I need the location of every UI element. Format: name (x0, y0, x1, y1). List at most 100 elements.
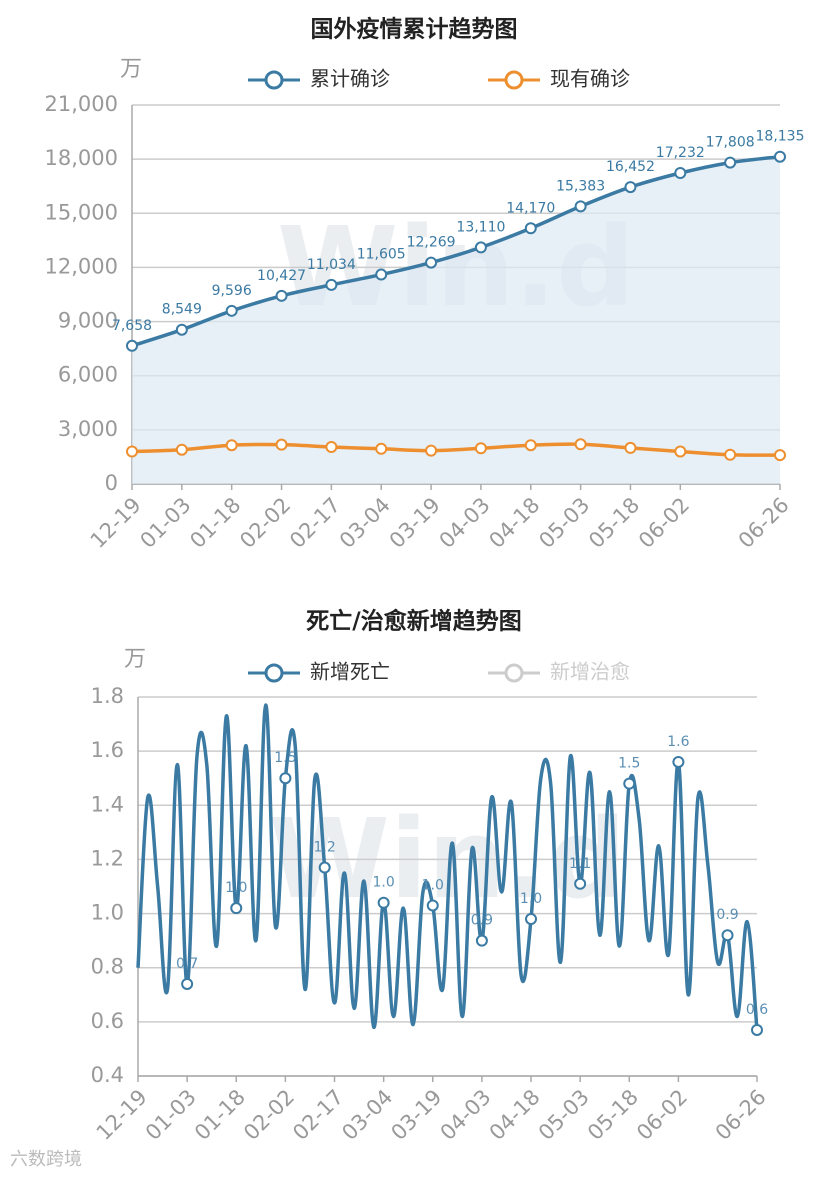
y-tick-label: 0.8 (91, 955, 124, 979)
point (475, 934, 488, 947)
data-label: 0.9 (716, 907, 738, 923)
y-tick-label: 1.4 (91, 792, 124, 816)
footer-watermark: 六数跨境 (10, 1149, 82, 1170)
point (574, 200, 587, 213)
data-label: 14,170 (506, 200, 555, 216)
y-tick-label: 0.4 (91, 1063, 124, 1087)
point (225, 439, 238, 452)
point (318, 861, 331, 874)
legend-label: 新增治愈 (550, 660, 630, 684)
data-label: 11,034 (307, 257, 356, 273)
point (774, 449, 786, 462)
data-label: 10,427 (257, 268, 306, 284)
y-tick-label: 1.6 (91, 738, 124, 762)
point (126, 445, 138, 458)
legend-marker (504, 663, 524, 683)
point (524, 439, 537, 452)
legend-marker (504, 70, 524, 90)
point (425, 256, 438, 269)
data-label: 16,452 (606, 159, 655, 175)
y-tick-label: 18,000 (45, 146, 118, 170)
data-label: 7,658 (112, 318, 152, 334)
y-tick-label: 6,000 (58, 363, 118, 387)
point (672, 755, 685, 768)
y-tick-label: 1.2 (91, 846, 124, 870)
line (136, 703, 759, 1031)
point (474, 241, 487, 254)
y-tick-label: 15,000 (45, 200, 118, 224)
data-label: 1.5 (274, 750, 296, 766)
point (375, 268, 388, 281)
point (624, 181, 637, 194)
data-label: 9,596 (212, 283, 252, 299)
point (724, 156, 737, 169)
y-tick-label: 9,000 (58, 309, 118, 333)
y-tick-label: 1.8 (91, 684, 124, 708)
data-label: 1.0 (422, 877, 444, 893)
data-label: 1.1 (569, 856, 591, 872)
point (574, 438, 587, 451)
y-tick-label: 12,000 (45, 254, 118, 278)
point (624, 441, 637, 454)
data-label: 1.6 (667, 734, 689, 750)
point (230, 902, 243, 915)
point (623, 777, 636, 790)
area (132, 156, 780, 484)
point (425, 444, 438, 457)
point (181, 977, 194, 990)
y-unit: 万 (124, 647, 146, 672)
data-label: 12,269 (407, 235, 456, 251)
point (279, 772, 292, 785)
point (474, 442, 487, 455)
point (275, 289, 288, 302)
point (175, 443, 188, 456)
point (175, 323, 188, 336)
data-label: 1.5 (618, 756, 640, 772)
data-label: 0.6 (746, 1002, 768, 1018)
data-label: 0.9 (471, 913, 493, 929)
point (524, 222, 537, 235)
y-tick-label: 3,000 (58, 417, 118, 441)
y-tick-label: 21,000 (45, 92, 118, 116)
data-label: 1.0 (373, 875, 395, 891)
legend-marker (264, 70, 284, 90)
point (724, 448, 737, 461)
data-label: 13,110 (456, 219, 505, 235)
point (774, 150, 786, 163)
legend-label: 新增死亡 (310, 660, 390, 684)
legend-label: 累计确诊 (310, 67, 390, 91)
data-label: 18,135 (756, 129, 805, 145)
point (721, 929, 734, 942)
point (674, 445, 687, 458)
data-label: 17,808 (706, 135, 755, 151)
point (674, 167, 687, 180)
legend-marker (264, 663, 284, 683)
point (525, 912, 538, 925)
point (377, 896, 390, 909)
point (574, 877, 587, 890)
point (225, 304, 238, 317)
point (325, 441, 338, 454)
point (126, 339, 138, 352)
point (275, 438, 288, 451)
data-label: 17,232 (656, 145, 705, 161)
data-label: 15,383 (556, 178, 605, 194)
legend-label: 现有确诊 (550, 67, 630, 91)
chart-title: 国外疫情累计趋势图 (311, 16, 518, 43)
data-label: 11,605 (357, 247, 406, 263)
y-tick-label: 0 (105, 471, 118, 495)
point (375, 442, 388, 455)
data-label: 8,549 (162, 302, 202, 318)
data-label: 0.7 (176, 956, 198, 972)
data-label: 1.0 (225, 880, 247, 896)
data-label: 1.0 (520, 891, 542, 907)
point (325, 278, 338, 291)
y-tick-label: 1.0 (91, 901, 124, 925)
y-unit: 万 (120, 57, 142, 82)
point (751, 1023, 763, 1036)
y-tick-label: 0.6 (91, 1009, 124, 1033)
data-label: 1.2 (314, 840, 336, 856)
point (426, 899, 439, 912)
chart-title: 死亡/治愈新增趋势图 (306, 608, 521, 635)
